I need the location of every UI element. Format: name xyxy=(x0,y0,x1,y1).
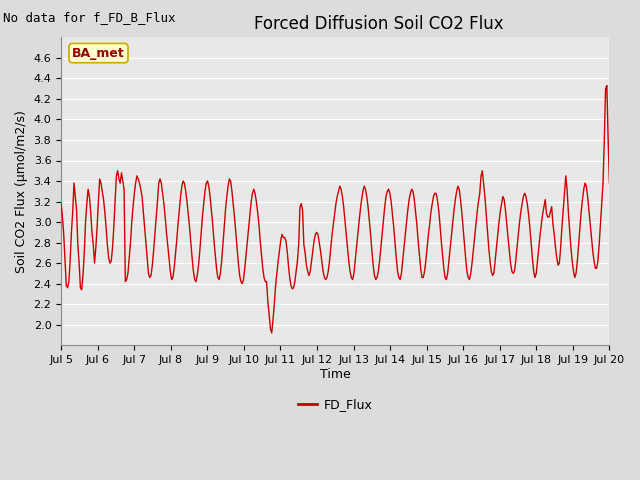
Y-axis label: Soil CO2 Flux (μmol/m2/s): Soil CO2 Flux (μmol/m2/s) xyxy=(15,110,28,273)
Text: BA_met: BA_met xyxy=(72,47,125,60)
Title: Forced Diffusion Soil CO2 Flux: Forced Diffusion Soil CO2 Flux xyxy=(254,15,504,33)
X-axis label: Time: Time xyxy=(320,368,351,381)
Text: No data for f_FD_B_Flux: No data for f_FD_B_Flux xyxy=(3,11,176,24)
Legend: FD_Flux: FD_Flux xyxy=(293,393,377,416)
